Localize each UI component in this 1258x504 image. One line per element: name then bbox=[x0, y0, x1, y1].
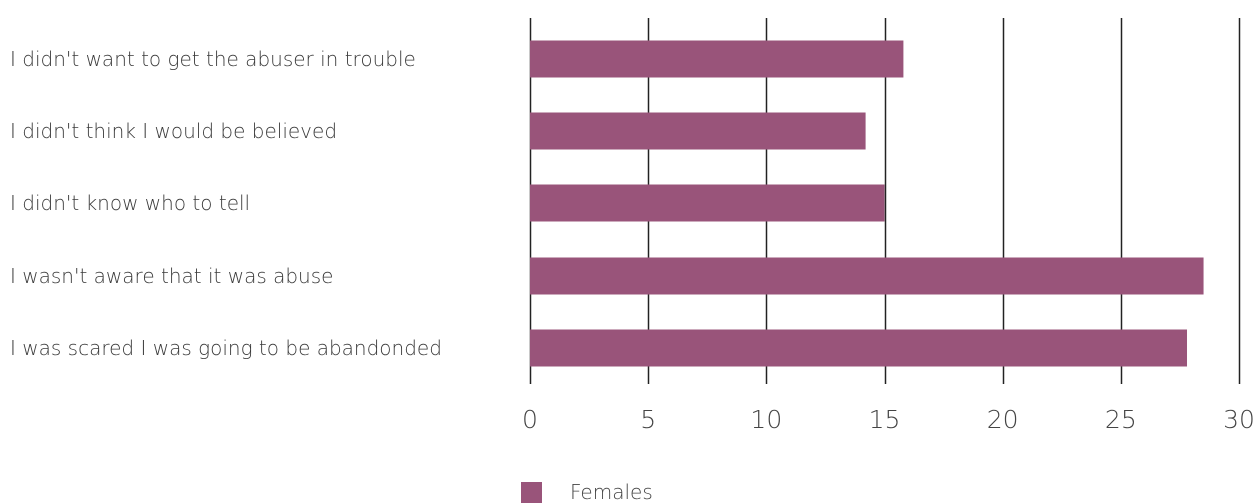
category-label-1: I didn't want to get the abuser in troub… bbox=[10, 47, 416, 71]
x-axis-tick-labels: 0 5 10 15 20 25 30 bbox=[522, 405, 1255, 434]
bars bbox=[530, 40, 1204, 367]
x-tick-label-0: 0 bbox=[522, 405, 538, 434]
bar-5 bbox=[530, 329, 1188, 367]
x-tick-label-5: 5 bbox=[640, 405, 656, 434]
legend: Females bbox=[521, 480, 653, 504]
category-label-2: I didn't think I would be believed bbox=[10, 119, 337, 143]
category-label-3: I didn't know who to tell bbox=[10, 191, 250, 215]
bar-1 bbox=[530, 40, 904, 78]
bar-3 bbox=[530, 184, 885, 222]
legend-swatch-females bbox=[521, 481, 542, 503]
x-tick-label-10: 10 bbox=[750, 405, 782, 434]
x-tick-label-25: 25 bbox=[1105, 405, 1137, 434]
x-tick-label-30: 30 bbox=[1223, 405, 1255, 434]
category-labels: I didn't want to get the abuser in troub… bbox=[10, 47, 442, 360]
category-label-4: I wasn't aware that it was abuse bbox=[10, 264, 333, 288]
category-label-5: I was scared I was going to be abandonde… bbox=[10, 336, 442, 360]
x-tick-label-15: 15 bbox=[869, 405, 901, 434]
bar-2 bbox=[530, 112, 866, 150]
legend-label-females: Females bbox=[570, 480, 653, 504]
bar-4 bbox=[530, 257, 1204, 295]
x-tick-label-20: 20 bbox=[987, 405, 1019, 434]
